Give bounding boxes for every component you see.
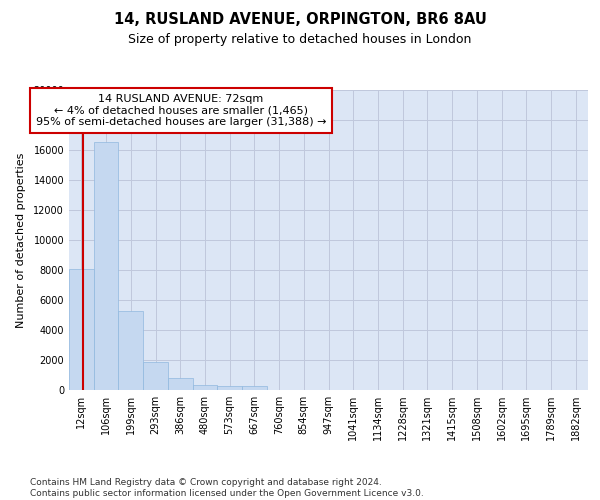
Y-axis label: Number of detached properties: Number of detached properties: [16, 152, 26, 328]
Bar: [168, 378, 193, 390]
Bar: [217, 386, 242, 390]
Text: Size of property relative to detached houses in London: Size of property relative to detached ho…: [128, 32, 472, 46]
Bar: [242, 386, 267, 390]
Text: 14, RUSLAND AVENUE, ORPINGTON, BR6 8AU: 14, RUSLAND AVENUE, ORPINGTON, BR6 8AU: [113, 12, 487, 28]
Text: 14 RUSLAND AVENUE: 72sqm
← 4% of detached houses are smaller (1,465)
95% of semi: 14 RUSLAND AVENUE: 72sqm ← 4% of detache…: [36, 94, 326, 127]
Bar: [143, 362, 168, 390]
Bar: [118, 310, 143, 390]
Bar: [69, 268, 94, 390]
Bar: [193, 385, 217, 390]
Bar: [94, 142, 118, 390]
Text: Contains HM Land Registry data © Crown copyright and database right 2024.
Contai: Contains HM Land Registry data © Crown c…: [30, 478, 424, 498]
